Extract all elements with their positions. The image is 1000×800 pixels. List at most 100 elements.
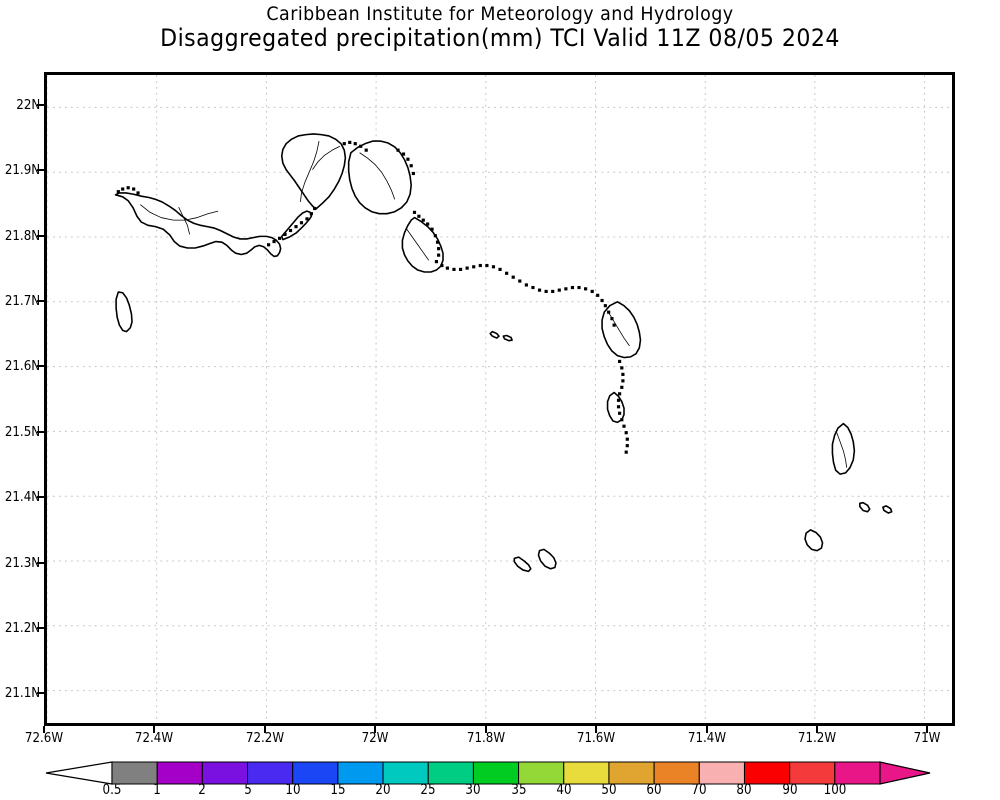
colorbar-tick-label: 5	[243, 782, 252, 798]
y-tick: 21.7N	[0, 293, 40, 309]
colorbar-segment[interactable]	[337, 761, 384, 785]
colorbar-tick-label: 1	[153, 782, 161, 798]
colorbar-segment[interactable]	[247, 761, 294, 785]
y-tick-mark	[37, 561, 44, 564]
y-tick: 21.1N	[0, 685, 40, 701]
map-coastlines	[114, 133, 893, 573]
x-tick: 71.4W	[667, 730, 747, 748]
colorbar-tick-label: 90	[782, 782, 798, 798]
x-tick-label: 72.2W	[245, 730, 284, 746]
y-tick-label: 21.5N	[4, 423, 40, 440]
y-tick-mark	[37, 626, 44, 629]
x-tick-mark	[595, 726, 598, 733]
colorbar-segment[interactable]	[698, 761, 745, 785]
colorbar-segment[interactable]	[382, 761, 429, 785]
y-tick: 21.8N	[0, 228, 40, 244]
colorbar-tick-label: 50	[601, 782, 617, 798]
x-tick-mark	[815, 726, 818, 733]
colorbar-segment[interactable]	[608, 761, 655, 785]
colorbar-tick-label: 100	[823, 782, 847, 798]
y-tick-label: 21.7N	[4, 292, 40, 309]
colorbar-segment[interactable]	[156, 761, 203, 785]
y-tick-mark	[37, 169, 44, 172]
map-plot-area[interactable]	[44, 72, 955, 726]
colorbar-tick-label: 30	[465, 782, 481, 798]
colorbar-segment[interactable]	[111, 761, 158, 785]
y-tick-label: 21.8N	[4, 227, 40, 244]
x-tick: 72.4W	[114, 730, 194, 748]
x-tick-mark	[926, 726, 929, 733]
colorbar-over-arrow	[879, 761, 931, 785]
colorbar-segment[interactable]	[472, 761, 520, 785]
colorbar-tick-label: 2	[198, 782, 207, 798]
x-tick-label: 71.6W	[576, 730, 616, 746]
chart-title-block: Caribbean Institute for Meteorology and …	[0, 3, 1000, 52]
colorbar-tick-label: 40	[556, 782, 572, 798]
x-tick-label: 71.4W	[687, 730, 726, 746]
colorbar-segment[interactable]	[563, 761, 610, 785]
x-tick-label: 71W	[913, 730, 941, 746]
y-tick-mark	[37, 103, 44, 106]
colorbar-tick-label: 25	[420, 782, 436, 798]
y-tick: 21.9N	[0, 162, 40, 178]
y-tick-label: 22N	[15, 96, 40, 113]
x-tick: 71.2W	[777, 730, 857, 748]
y-tick: 21.3N	[0, 555, 40, 571]
x-tick: 72.6W	[4, 730, 84, 748]
y-tick: 21.4N	[0, 489, 40, 505]
y-tick-label: 21.9N	[4, 162, 40, 179]
colorbar-segment[interactable]	[789, 761, 836, 785]
colorbar-segment[interactable]	[653, 761, 700, 785]
x-tick-mark	[484, 726, 487, 733]
x-tick-mark	[153, 726, 156, 733]
x-tick-mark	[43, 726, 45, 733]
institute-title: Caribbean Institute for Meteorology and …	[266, 3, 734, 25]
colorbar-tick-label: 35	[510, 782, 527, 798]
y-tick-mark	[37, 496, 44, 499]
x-tick-label: 72.6W	[24, 730, 64, 746]
y-tick-mark	[37, 692, 44, 695]
y-tick-label: 21.3N	[4, 554, 40, 571]
y-tick-mark	[37, 234, 44, 237]
colorbar-tick-label: 15	[330, 782, 346, 798]
y-tick-label: 21.4N	[4, 489, 40, 506]
y-tick: 21.6N	[0, 358, 40, 374]
y-tick-mark	[37, 430, 44, 433]
colorbar-segment[interactable]	[834, 761, 881, 785]
y-tick-label: 21.2N	[4, 619, 40, 636]
y-tick: 21.5N	[0, 424, 40, 440]
colorbar-tick-label: 0.5	[102, 782, 122, 798]
x-tick-mark	[705, 726, 708, 733]
colorbar-swatches	[45, 761, 931, 785]
x-tick-mark	[374, 726, 377, 733]
y-tick-mark	[37, 299, 44, 302]
colorbar-tick-label: 60	[646, 782, 662, 798]
product-title: Disaggregated precipitation(mm) TCI Vali…	[160, 24, 840, 52]
y-tick-mark	[37, 365, 44, 368]
x-tick: 71.8W	[446, 730, 526, 748]
x-tick-label: 72.4W	[135, 730, 174, 746]
map-admin-boundaries	[139, 141, 848, 468]
y-tick-label: 21.1N	[4, 685, 40, 702]
map-canvas	[47, 75, 952, 723]
colorbar-segment[interactable]	[518, 761, 565, 785]
colorbar-segment[interactable]	[292, 761, 339, 785]
colorbar-tick-label: 10	[285, 782, 301, 798]
x-tick-label: 71.2W	[797, 730, 837, 746]
x-tick-label: 71.8W	[466, 730, 505, 746]
x-tick-mark	[263, 726, 266, 733]
x-tick: 72.2W	[225, 730, 305, 748]
colorbar-tick-label: 20	[375, 782, 391, 798]
y-tick-label: 21.6N	[4, 358, 40, 375]
colorbar-tick-label: 70	[691, 782, 707, 798]
x-tick: 72W	[335, 730, 415, 748]
colorbar-under-arrow	[45, 761, 113, 785]
colorbar[interactable]	[0, 758, 1000, 800]
y-tick: 22N	[0, 97, 40, 113]
colorbar-segment[interactable]	[427, 761, 474, 785]
x-tick: 71W	[887, 730, 967, 748]
x-tick-label: 72W	[361, 730, 389, 746]
map-gridlines	[47, 75, 952, 723]
colorbar-segment[interactable]	[743, 761, 791, 785]
colorbar-segment[interactable]	[201, 761, 249, 785]
